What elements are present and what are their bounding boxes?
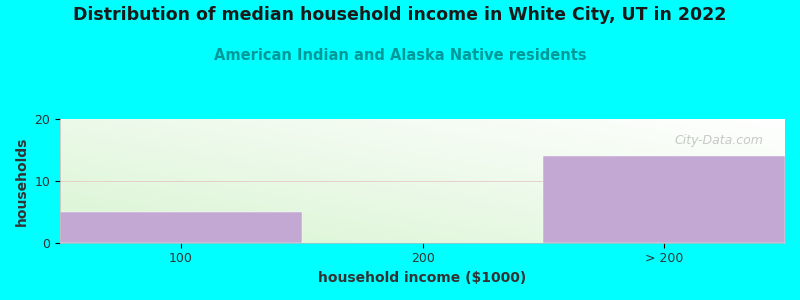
- Text: City-Data.com: City-Data.com: [674, 134, 763, 147]
- Text: Distribution of median household income in White City, UT in 2022: Distribution of median household income …: [74, 6, 726, 24]
- Y-axis label: households: households: [15, 136, 29, 226]
- X-axis label: household income ($1000): household income ($1000): [318, 271, 526, 285]
- Bar: [60, 212, 302, 243]
- Text: American Indian and Alaska Native residents: American Indian and Alaska Native reside…: [214, 48, 586, 63]
- Bar: [543, 156, 785, 243]
